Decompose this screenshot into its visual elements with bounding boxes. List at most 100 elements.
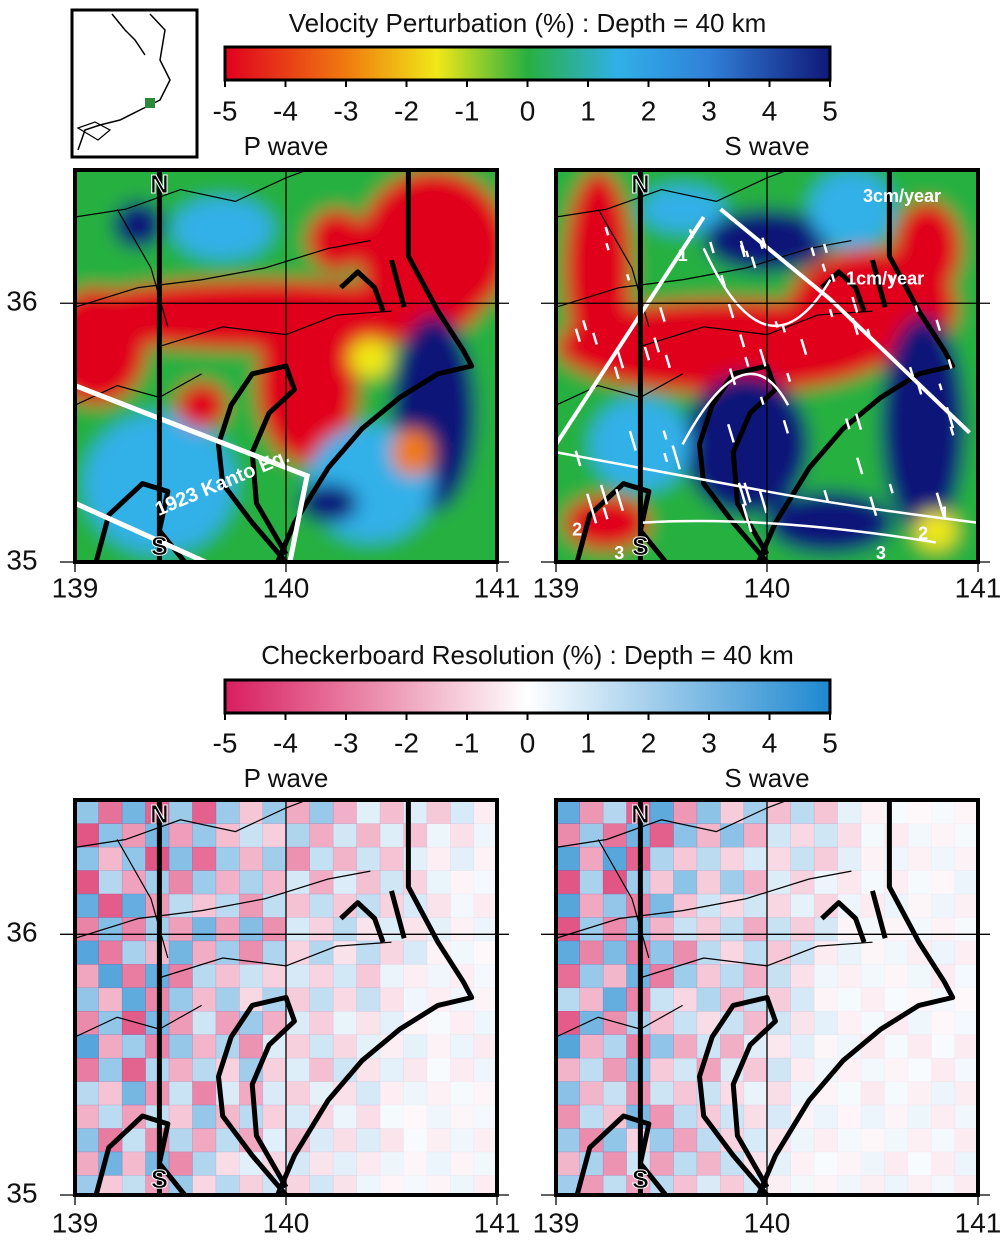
checker-cell <box>239 917 263 941</box>
checker-cell <box>579 941 603 965</box>
checker-cell <box>474 1128 498 1152</box>
checker-cell <box>720 964 744 988</box>
checker-cell <box>884 917 908 941</box>
checker-cell <box>216 800 240 824</box>
checker-cell <box>403 988 427 1012</box>
checker-cell <box>450 1105 474 1129</box>
checker-cell <box>263 870 287 894</box>
checker-cell <box>603 988 627 1012</box>
checker-cell <box>579 964 603 988</box>
checker-cell <box>955 1034 979 1058</box>
panel-title: S wave <box>724 763 809 793</box>
checker-cell <box>720 823 744 847</box>
checker-cell <box>603 1081 627 1105</box>
checker-cell <box>790 1034 814 1058</box>
checker-cell <box>673 1152 697 1176</box>
checker-cell <box>122 1058 146 1082</box>
colorbar-tick-label: -2 <box>394 727 419 758</box>
checker-cell <box>650 917 674 941</box>
checker-cell <box>98 964 122 988</box>
checker-cell <box>356 870 380 894</box>
checker-cell <box>884 964 908 988</box>
checker-cell <box>861 1105 885 1129</box>
checker-cell <box>263 1081 287 1105</box>
checker-cell <box>356 847 380 871</box>
checker-cell <box>579 800 603 824</box>
checker-cell <box>380 988 404 1012</box>
x-tick-label: 141 <box>955 572 1002 603</box>
checker-cell <box>450 1152 474 1176</box>
colorbar-title: Checkerboard Resolution (%) : Depth = 40… <box>261 640 794 670</box>
checker-cell <box>650 823 674 847</box>
checker-cell <box>192 894 216 918</box>
checker-cell <box>673 988 697 1012</box>
y-tick-label: 36 <box>6 917 37 948</box>
checker-cell <box>861 1128 885 1152</box>
checker-cell <box>837 847 861 871</box>
checker-cell <box>556 894 580 918</box>
checker-cell <box>650 941 674 965</box>
checker-cell <box>122 988 146 1012</box>
checker-cell <box>884 1081 908 1105</box>
checker-cell <box>216 988 240 1012</box>
checker-cell <box>579 1034 603 1058</box>
checker-cell <box>908 1058 932 1082</box>
checker-cell <box>908 894 932 918</box>
checker-cell <box>814 1152 838 1176</box>
checker-cell <box>98 823 122 847</box>
colorbar-tick-label: -2 <box>394 95 419 126</box>
checker-cell <box>216 823 240 847</box>
checker-cell <box>403 917 427 941</box>
checker-cell <box>309 1034 333 1058</box>
colorbar-tick-label: -3 <box>334 727 359 758</box>
checker-cell <box>744 917 768 941</box>
checker-cell <box>474 800 498 824</box>
checker-cell <box>579 870 603 894</box>
anomaly <box>349 339 391 378</box>
checker-cell <box>380 870 404 894</box>
checker-cell <box>908 800 932 824</box>
checker-cell <box>790 964 814 988</box>
checker-cell <box>122 894 146 918</box>
checker-cell <box>650 1081 674 1105</box>
checker-cell <box>122 1011 146 1035</box>
colorbar-tick-label: 4 <box>762 727 778 758</box>
checker-cell <box>931 894 955 918</box>
checker-cell <box>427 847 451 871</box>
checker-cell <box>814 964 838 988</box>
colorbar-tick-label: 1 <box>580 727 596 758</box>
colorbar-tick-label: -4 <box>273 727 298 758</box>
checker-cell <box>744 1105 768 1129</box>
checker-cell <box>474 941 498 965</box>
checker-cell <box>673 1105 697 1129</box>
checker-cell <box>309 988 333 1012</box>
checker-cell <box>122 1081 146 1105</box>
checker-cell <box>931 1105 955 1129</box>
checker-cell <box>556 1105 580 1129</box>
checker-cell <box>579 894 603 918</box>
checker-cell <box>861 870 885 894</box>
checker-cell <box>744 870 768 894</box>
checker-cell <box>263 1058 287 1082</box>
colorbar <box>225 47 830 80</box>
checker-cell <box>450 1128 474 1152</box>
checker-cell <box>955 1058 979 1082</box>
checker-cell <box>908 964 932 988</box>
checker-cell <box>403 1152 427 1176</box>
checker-cell <box>98 1105 122 1129</box>
checker-cell <box>239 1105 263 1129</box>
checker-cell <box>603 847 627 871</box>
checker-cell <box>309 847 333 871</box>
checker-cell <box>603 1152 627 1176</box>
checker-cell <box>75 870 99 894</box>
checker-cell <box>908 1128 932 1152</box>
checker-cell <box>673 1058 697 1082</box>
checker-cell <box>356 800 380 824</box>
checker-cell <box>333 800 357 824</box>
checker-cell <box>239 823 263 847</box>
checker-cell <box>579 1058 603 1082</box>
checker-cell <box>98 1081 122 1105</box>
checker-cell <box>427 1081 451 1105</box>
checker-cell <box>814 847 838 871</box>
checker-cell <box>75 941 99 965</box>
